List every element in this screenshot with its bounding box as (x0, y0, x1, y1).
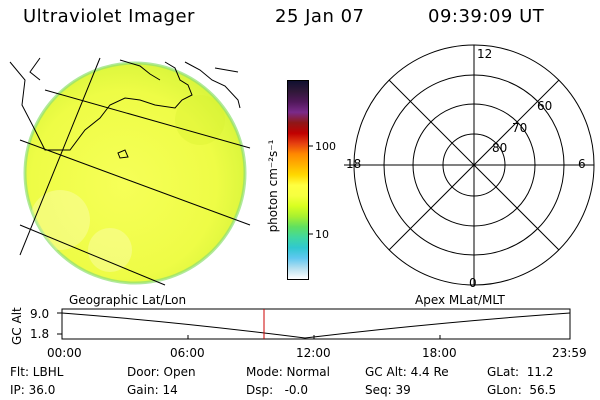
earth-disk (25, 63, 245, 283)
mlt-label-0: 0 (469, 276, 477, 290)
info-seq: Seq: 39 (365, 383, 411, 397)
lat-label-70: 70 (512, 121, 527, 135)
lat-lon-grid (19, 57, 251, 286)
ytick-9: 9.0 (30, 307, 49, 321)
info-gain: Gain: 14 (127, 383, 178, 397)
lat-label-60: 60 (537, 99, 552, 113)
xtick-18: 18:00 (422, 346, 457, 360)
page-title: Ultraviolet Imager (23, 6, 195, 27)
xtick-00: 00:00 (47, 346, 82, 360)
xtick-12: 12:00 (296, 346, 331, 360)
timeline-frame (61, 308, 571, 340)
coastline-overlay (9, 57, 241, 159)
altitude-curve (61, 312, 571, 339)
colorbar-tick-100: 100 (315, 140, 336, 153)
colorbar (287, 80, 309, 280)
lat-label-80: 80 (492, 141, 507, 155)
timeline-right-title: Apex MLat/MLT (415, 293, 505, 307)
info-gc-alt: GC Alt: 4.4 Re (365, 365, 449, 379)
info-glon: GLon: 56.5 (487, 383, 557, 397)
mlt-label-12: 12 (477, 47, 492, 61)
time-display: 09:39:09 UT (428, 6, 545, 27)
timeline-ylabel: GC Alt (10, 307, 24, 345)
date-display: 25 Jan 07 (275, 6, 365, 27)
info-mode: Mode: Normal (246, 365, 330, 379)
mlt-label-6: 6 (578, 157, 586, 171)
info-flt: Flt: LBHL (10, 365, 64, 379)
xtick-end: 23:59 (552, 346, 587, 360)
info-dsp: Dsp: -0.0 (246, 383, 309, 397)
info-ip: IP: 36.0 (10, 383, 56, 397)
info-glat: GLat: 11.2 (487, 365, 554, 379)
info-door: Door: Open (127, 365, 196, 379)
mlt-label-18: 18 (346, 157, 361, 171)
colorbar-tick-10: 10 (315, 228, 329, 241)
xtick-06: 06:00 (170, 346, 205, 360)
ytick-1-8: 1.8 (30, 327, 49, 341)
timeline-left-title: Geographic Lat/Lon (69, 293, 186, 307)
colorbar-ticks: 100 10 (308, 140, 336, 241)
